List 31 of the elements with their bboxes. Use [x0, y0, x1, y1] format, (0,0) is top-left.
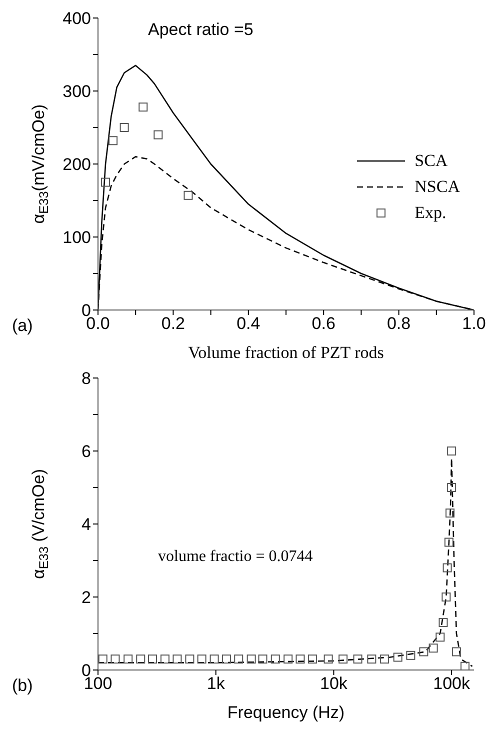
point	[138, 102, 148, 112]
y-tick-label: 2	[82, 588, 91, 608]
x-axis-title: Frequency (Hz)	[227, 703, 345, 722]
point	[108, 136, 118, 146]
x-axis-title: Volume fraction of PZT rods	[188, 343, 384, 362]
text: (a)	[12, 316, 33, 336]
y-tick-label: 4	[82, 515, 91, 534]
y-tick-label: 6	[82, 442, 91, 462]
x-tick-label: 1k	[206, 674, 226, 694]
y-tick-label: 8	[82, 369, 91, 388]
annotation: Apect ratio =5	[148, 20, 254, 40]
point	[154, 130, 163, 140]
x-tick-label: 100k	[433, 674, 470, 694]
x-tick-label: 0.4	[236, 314, 260, 334]
y-tick-label: 200	[62, 155, 91, 174]
point	[101, 178, 110, 187]
y-tick-label: 300	[62, 82, 91, 102]
y-tick-label: 400	[62, 9, 91, 28]
legend-label: NSCA	[414, 177, 460, 197]
x-tick-label: 1.0	[462, 314, 486, 334]
x-tick-label: 0.8	[386, 314, 411, 334]
legend-label: SCA	[414, 151, 448, 171]
point	[184, 190, 193, 200]
legend-label: Exp.	[414, 203, 446, 223]
text: (b)	[12, 676, 33, 696]
x-tick-label: 10k	[320, 674, 348, 694]
annotation: volume fractio = 0.0744	[158, 548, 313, 566]
y-tick-label: 100	[62, 228, 91, 248]
point	[120, 123, 129, 132]
x-tick-label: 0.2	[161, 314, 186, 334]
x-tick-label: 0.6	[312, 314, 336, 334]
